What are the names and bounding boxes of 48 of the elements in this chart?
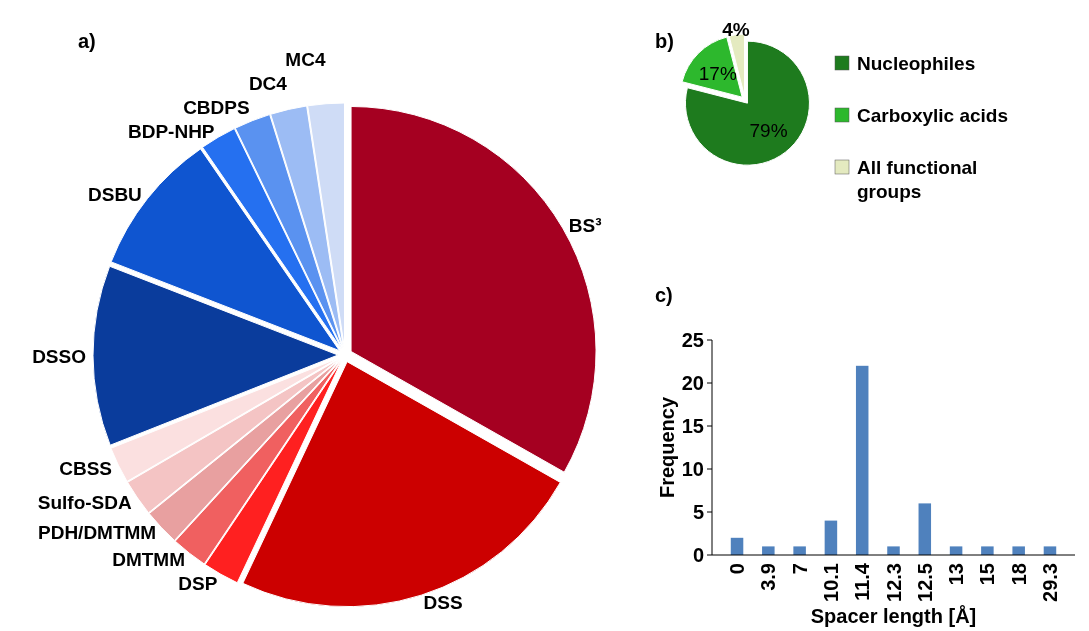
data-label: 17% (698, 62, 737, 84)
slice-label: DSBU (88, 184, 142, 206)
x-tick-label: 11.4 (851, 562, 874, 601)
slice-label: CBDPS (183, 97, 250, 119)
legend-label: All functional groups (857, 157, 978, 202)
x-tick-label: 29.3 (1038, 563, 1061, 602)
slice-label: Sulfo-SDA (37, 491, 132, 513)
slice-label: DMTMM (112, 548, 185, 570)
bar (793, 546, 806, 555)
legend-label: Carboxylic acids (857, 105, 1009, 126)
chart-title: a) (78, 30, 96, 52)
slice-label: DC4 (248, 73, 288, 95)
slice-label: CBSS (59, 458, 113, 480)
chart-title: b) (655, 30, 674, 52)
x-tick-label: 12.3 (882, 563, 905, 602)
x-axis-title: Spacer length [Å] (810, 604, 977, 627)
x-tick-label: 13 (945, 563, 968, 586)
bar (918, 503, 932, 555)
bar (887, 546, 900, 555)
slice-label: DSS (423, 591, 463, 613)
x-tick-label: 15 (976, 563, 999, 586)
data-label: 79% (749, 120, 788, 142)
slice-label: MC4 (285, 49, 326, 71)
slice-label: BDP-NHP (128, 121, 215, 143)
x-tick-label: 3.9 (757, 563, 780, 591)
y-tick-label: 20 (681, 372, 704, 394)
y-tick-label: 15 (681, 415, 704, 437)
x-tick-label: 18 (1007, 563, 1030, 586)
slice-label: DSP (178, 572, 218, 594)
slice-label: BS³ (568, 214, 602, 236)
bar (1012, 546, 1025, 555)
y-axis-title: Frequency (656, 396, 678, 499)
bar (981, 546, 994, 555)
data-label: 4% (722, 18, 750, 40)
y-tick-label: 10 (681, 458, 704, 480)
slice-label: DSSO (32, 345, 86, 367)
y-tick-label: 25 (681, 329, 704, 351)
bar (762, 546, 775, 555)
x-tick-label: 10.1 (819, 563, 842, 602)
y-tick-label: 5 (692, 501, 704, 523)
x-tick-label: 12.5 (913, 563, 936, 602)
slice-label: PDH/DMTMM (37, 522, 157, 544)
legend-label: Nucleophiles (857, 53, 976, 74)
bar (855, 365, 869, 555)
x-tick-label: 7 (788, 563, 811, 575)
x-tick-label: 0 (726, 563, 749, 575)
bar (824, 520, 838, 555)
chart-title: c) (655, 284, 673, 306)
